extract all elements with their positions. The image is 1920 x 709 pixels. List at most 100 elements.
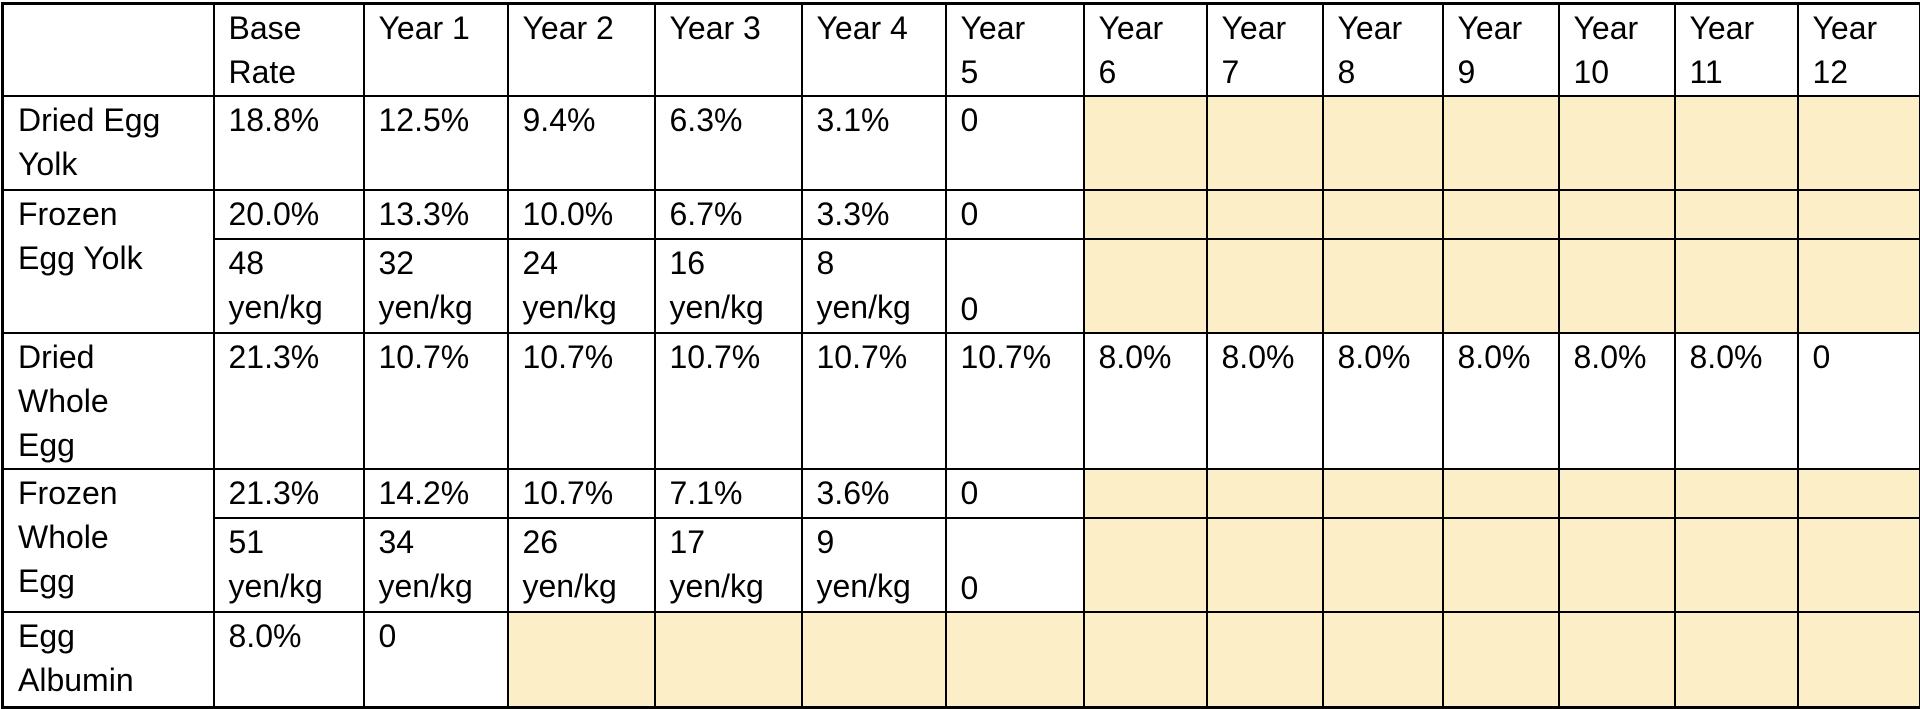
shaded-empty-cell [1207, 518, 1323, 612]
shaded-empty-cell [1207, 190, 1323, 239]
shaded-empty-cell [1559, 190, 1675, 239]
data-cell: 9 yen/kg [802, 518, 946, 612]
shaded-empty-cell [1084, 518, 1207, 612]
data-cell: 0 [946, 96, 1084, 190]
data-cell: 8.0% [1559, 333, 1675, 469]
shaded-empty-cell [1443, 96, 1559, 190]
row-label-cell: Frozen Egg Yolk [3, 190, 214, 333]
shaded-empty-cell [1207, 612, 1323, 707]
data-cell: 8.0% [1323, 333, 1443, 469]
data-cell: 0 [946, 518, 1084, 612]
data-cell: 21.3% [214, 333, 364, 469]
shaded-empty-cell [1084, 190, 1207, 239]
shaded-empty-cell [1084, 469, 1207, 518]
shaded-empty-cell [1675, 190, 1798, 239]
shaded-empty-cell [1443, 469, 1559, 518]
shaded-empty-cell [1084, 612, 1207, 707]
data-cell: 3.3% [802, 190, 946, 239]
data-cell: 17 yen/kg [655, 518, 802, 612]
header-cell-base-rate: Base Rate [214, 4, 364, 97]
header-cell-year-8: Year 8 [1323, 4, 1443, 97]
shaded-empty-cell [1443, 612, 1559, 707]
row-label-cell: Frozen Whole Egg [3, 469, 214, 612]
data-cell: 14.2% [364, 469, 508, 518]
data-cell: 3.1% [802, 96, 946, 190]
shaded-empty-cell [1798, 239, 1920, 333]
data-cell: 24 yen/kg [508, 239, 655, 333]
shaded-empty-cell [1443, 518, 1559, 612]
data-cell: 6.7% [655, 190, 802, 239]
shaded-empty-cell [1323, 469, 1443, 518]
row-dried-whole-egg: Dried Whole Egg 21.3% 10.7% 10.7% 10.7% … [3, 333, 1920, 469]
data-cell: 51 yen/kg [214, 518, 364, 612]
shaded-empty-cell [655, 612, 802, 707]
header-cell-year-6: Year 6 [1084, 4, 1207, 97]
header-cell-year-2: Year 2 [508, 4, 655, 97]
data-cell: 0 [364, 612, 508, 707]
shaded-empty-cell [1559, 239, 1675, 333]
shaded-empty-cell [802, 612, 946, 707]
header-cell-year-4: Year 4 [802, 4, 946, 97]
data-cell: 16 yen/kg [655, 239, 802, 333]
data-cell: 10.7% [802, 333, 946, 469]
data-cell: 8.0% [1207, 333, 1323, 469]
shaded-empty-cell [1798, 96, 1920, 190]
data-cell: 8.0% [1675, 333, 1798, 469]
shaded-empty-cell [1084, 96, 1207, 190]
shaded-empty-cell [1443, 190, 1559, 239]
shaded-empty-cell [1323, 96, 1443, 190]
header-cell-year-11: Year 11 [1675, 4, 1798, 97]
data-cell: 10.0% [508, 190, 655, 239]
data-cell: 10.7% [364, 333, 508, 469]
shaded-empty-cell [1084, 239, 1207, 333]
header-cell-year-5: Year 5 [946, 4, 1084, 97]
data-cell: 0 [946, 469, 1084, 518]
shaded-empty-cell [1323, 612, 1443, 707]
shaded-empty-cell [1323, 518, 1443, 612]
row-dried-egg-yolk: Dried Egg Yolk 18.8% 12.5% 9.4% 6.3% 3.1… [3, 96, 1920, 190]
header-cell-year-12: Year 12 [1798, 4, 1920, 97]
data-cell: 0 [946, 239, 1084, 333]
data-cell: 8.0% [214, 612, 364, 707]
shaded-empty-cell [1559, 469, 1675, 518]
data-cell: 10.7% [946, 333, 1084, 469]
row-frozen-whole-egg-price: 51 yen/kg 34 yen/kg 26 yen/kg 17 yen/kg … [3, 518, 1920, 612]
row-label-cell: Dried Whole Egg [3, 333, 214, 469]
shaded-empty-cell [1798, 469, 1920, 518]
row-label-cell: Dried Egg Yolk [3, 96, 214, 190]
data-cell: 6.3% [655, 96, 802, 190]
shaded-empty-cell [1675, 239, 1798, 333]
data-cell: 3.6% [802, 469, 946, 518]
data-cell: 8 yen/kg [802, 239, 946, 333]
header-cell-year-1: Year 1 [364, 4, 508, 97]
data-cell: 9.4% [508, 96, 655, 190]
data-cell: 32 yen/kg [364, 239, 508, 333]
header-empty-cell [3, 4, 214, 97]
row-frozen-whole-egg-rate: Frozen Whole Egg 21.3% 14.2% 10.7% 7.1% … [3, 469, 1920, 518]
data-cell: 48 yen/kg [214, 239, 364, 333]
data-cell: 20.0% [214, 190, 364, 239]
shaded-empty-cell [508, 612, 655, 707]
shaded-empty-cell [1798, 518, 1920, 612]
shaded-empty-cell [1798, 612, 1920, 707]
shaded-empty-cell [1323, 190, 1443, 239]
data-cell: 8.0% [1443, 333, 1559, 469]
data-cell: 7.1% [655, 469, 802, 518]
header-cell-year-7: Year 7 [1207, 4, 1323, 97]
header-row: Base Rate Year 1 Year 2 Year 3 Year 4 Ye… [3, 4, 1920, 97]
data-cell: 0 [1798, 333, 1920, 469]
shaded-empty-cell [1798, 190, 1920, 239]
data-cell: 0 [946, 190, 1084, 239]
shaded-empty-cell [1675, 612, 1798, 707]
shaded-empty-cell [1559, 518, 1675, 612]
shaded-empty-cell [1559, 96, 1675, 190]
data-cell: 10.7% [508, 333, 655, 469]
data-cell: 26 yen/kg [508, 518, 655, 612]
data-cell: 18.8% [214, 96, 364, 190]
shaded-empty-cell [1675, 518, 1798, 612]
data-cell: 10.7% [508, 469, 655, 518]
shaded-empty-cell [1675, 469, 1798, 518]
shaded-empty-cell [1207, 96, 1323, 190]
